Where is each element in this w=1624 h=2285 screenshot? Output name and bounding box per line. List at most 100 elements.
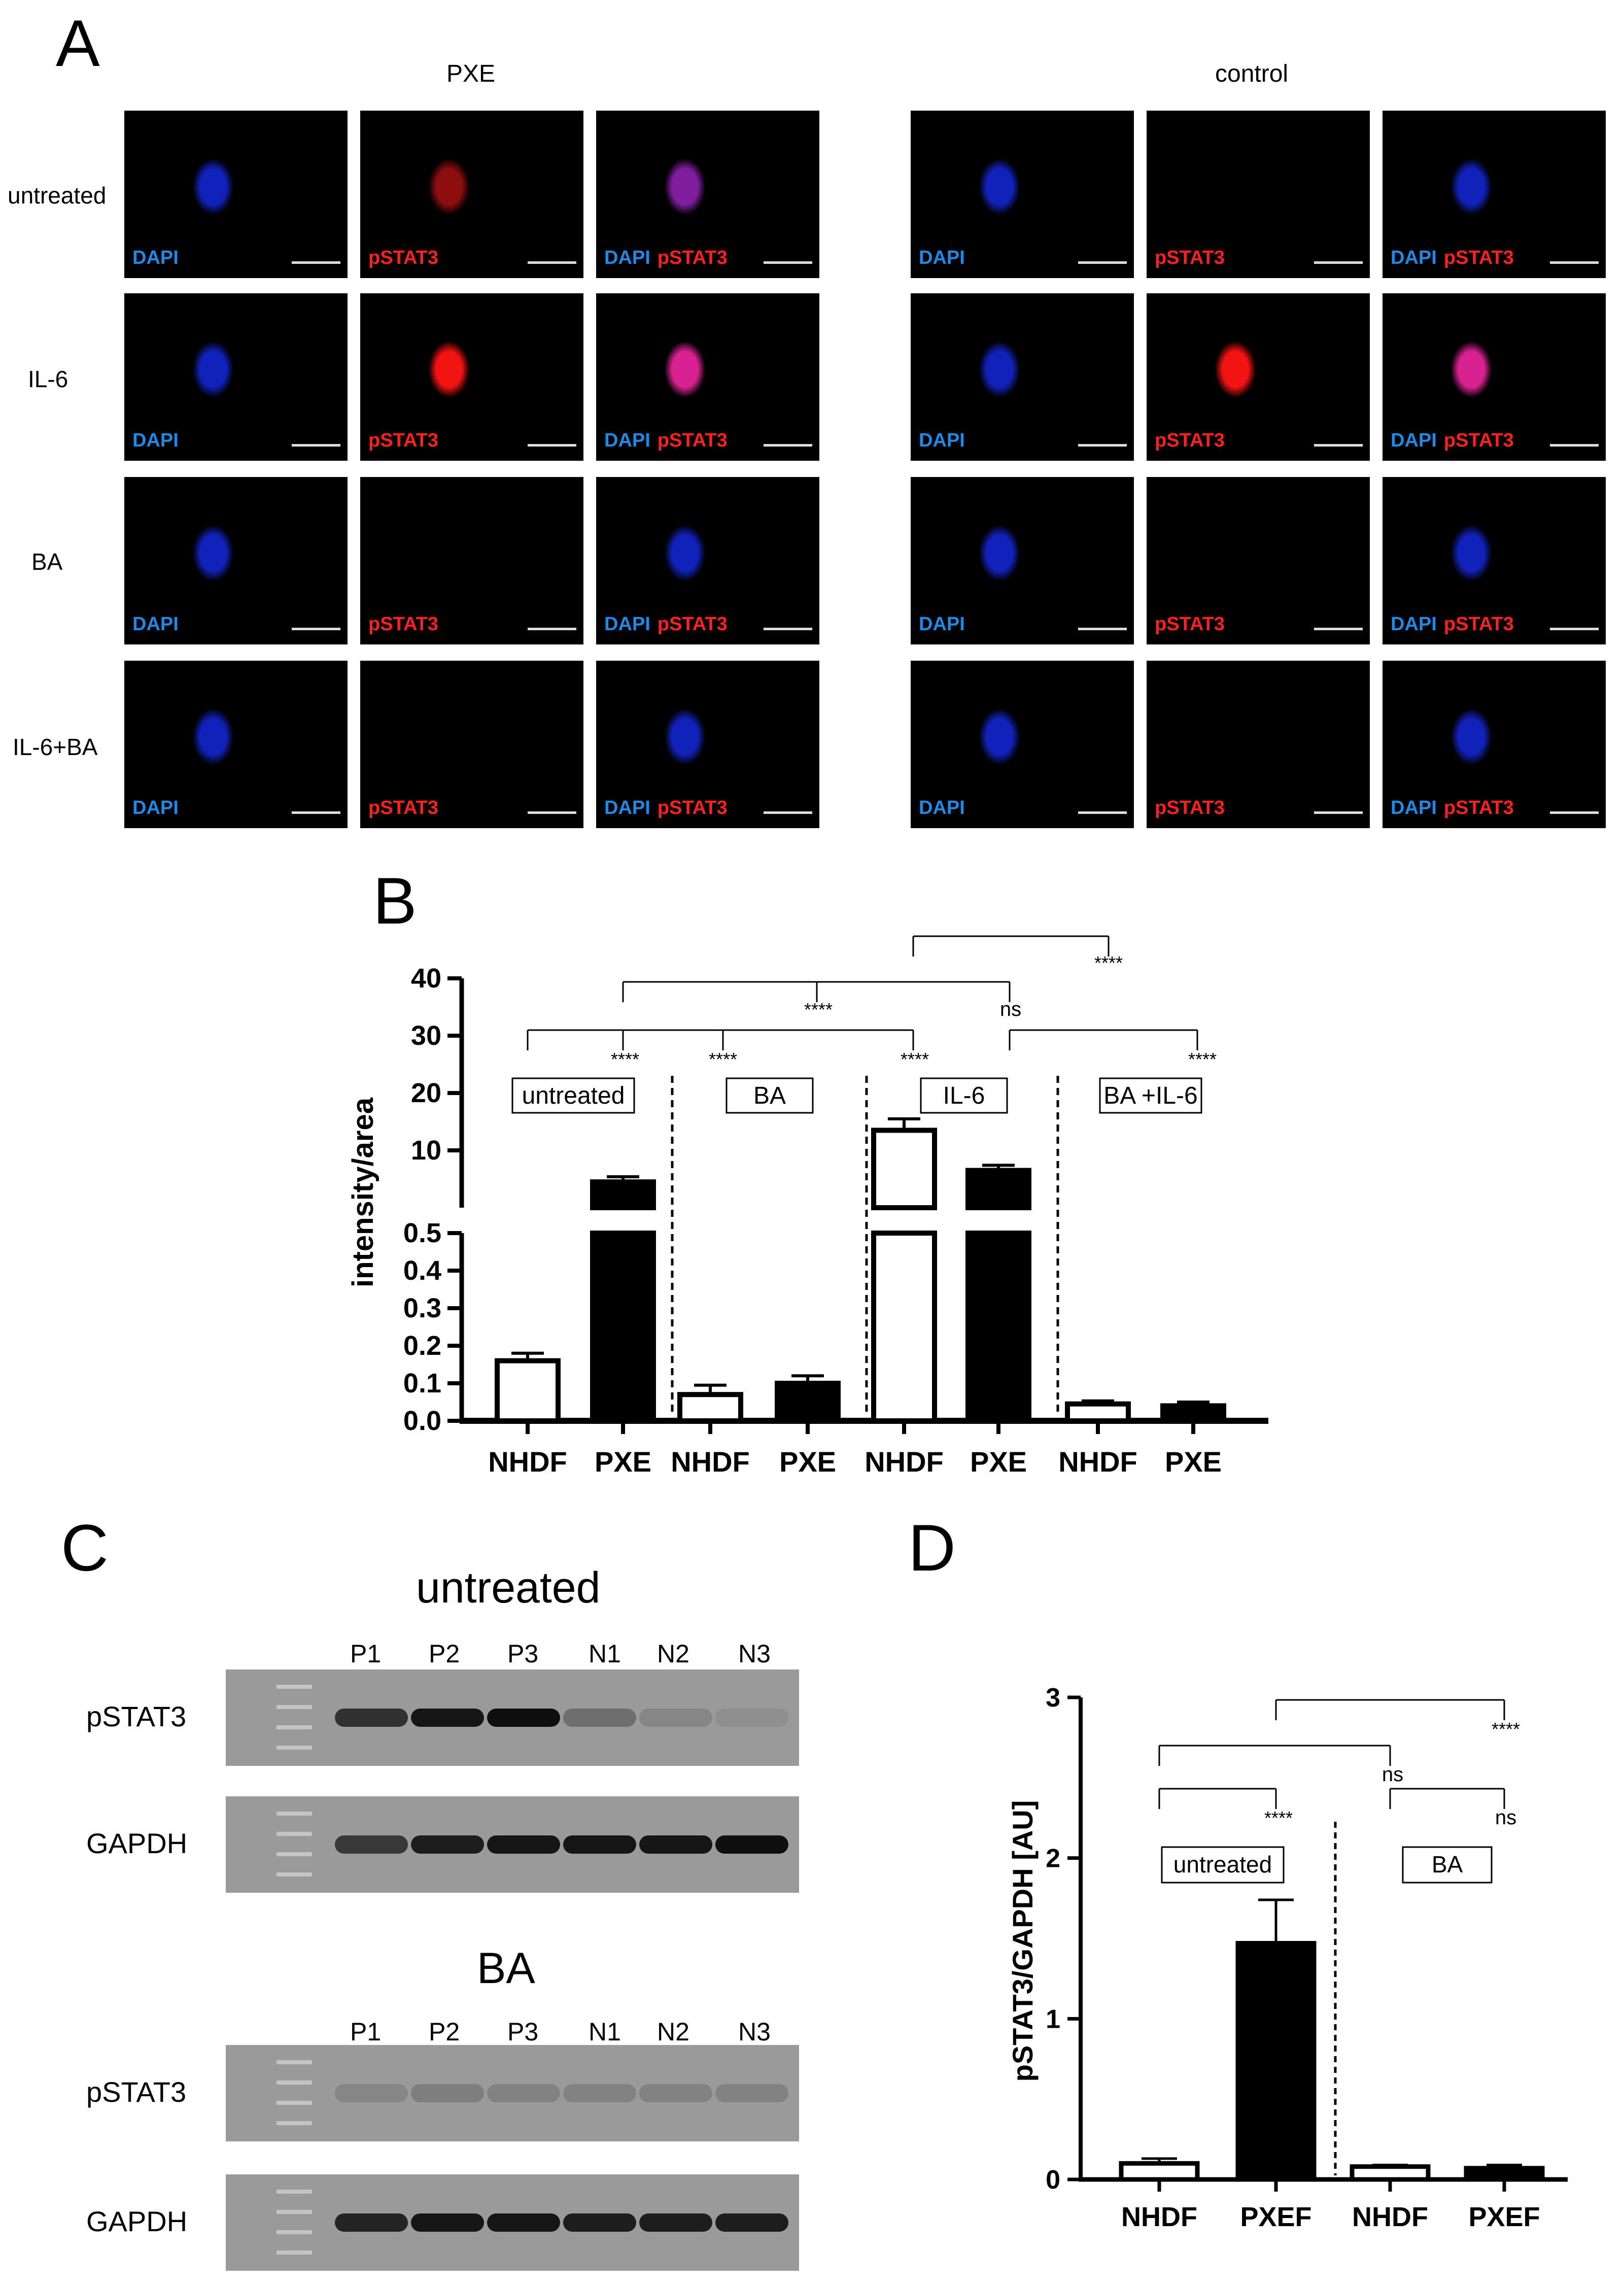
sig-star: ****	[709, 1049, 737, 1070]
blot-band	[335, 1709, 408, 1727]
legend-box-label: untreated	[1173, 1851, 1272, 1878]
x-tick-label: PXE	[595, 1446, 651, 1478]
blot-band	[563, 2213, 636, 2232]
blot-band	[715, 2084, 788, 2102]
blot-band	[411, 2213, 484, 2232]
panel-d-letter: D	[908, 1511, 956, 1585]
nucleus	[1451, 709, 1492, 765]
sig-star: ****	[901, 1049, 929, 1070]
channel-label-pstat3: pSTAT3	[1443, 797, 1514, 818]
channel-label-pstat3: pSTAT3	[657, 430, 728, 451]
blot-row-label: GAPDH	[86, 2205, 188, 2237]
nucleus	[1215, 342, 1256, 397]
nucleus	[979, 159, 1020, 215]
blot-band	[715, 1709, 788, 1727]
micrograph-pxe-3-dapi: DAPI	[124, 661, 348, 828]
channel-label: DAPI	[919, 797, 965, 819]
channel-label-pstat3: pSTAT3	[1155, 430, 1225, 451]
micrograph-control-3-pstat3: pSTAT3	[1147, 661, 1370, 828]
lane-label: N2	[657, 2018, 689, 2046]
x-tick-label: NHDF	[671, 1446, 750, 1478]
channel-label-pstat3: pSTAT3	[368, 613, 438, 635]
micrograph-pxe-0-merge: DAPI pSTAT3	[596, 111, 819, 278]
micrograph-control-3-merge: DAPI pSTAT3	[1383, 661, 1606, 828]
scale-bar	[1078, 811, 1127, 814]
bar	[1119, 2161, 1200, 2182]
channel-label-pstat3: pSTAT3	[368, 430, 438, 451]
nucleus	[193, 525, 233, 581]
channel-label: pSTAT3	[368, 797, 438, 819]
blot-title: untreated	[416, 1563, 601, 1612]
legend-box-label: BA	[753, 1082, 786, 1109]
legend-box	[725, 1077, 814, 1114]
scale-bar	[1550, 261, 1599, 264]
channel-label-dapi: DAPI	[132, 430, 179, 451]
ladder	[277, 2060, 312, 2126]
scale-bar	[528, 444, 576, 447]
channel-label-dapi: DAPI	[1391, 613, 1437, 635]
x-tick-label: NHDF	[1121, 2202, 1197, 2232]
y-tick-label: 0	[1046, 2165, 1060, 2195]
channel-label: pSTAT3	[1155, 430, 1225, 452]
micrograph-pxe-1-merge: DAPI pSTAT3	[596, 293, 819, 461]
channel-label: DAPI pSTAT3	[1391, 430, 1514, 452]
nucleus	[429, 342, 469, 397]
ladder	[277, 1685, 312, 1751]
bar-lower	[590, 1231, 656, 1423]
x-tick-label: PXE	[1165, 1446, 1222, 1478]
nucleus	[979, 525, 1020, 581]
scale-bar	[292, 444, 340, 447]
scale-bar	[1314, 628, 1363, 630]
lane-label: N1	[589, 2018, 621, 2046]
sig-star: ****	[1188, 1049, 1217, 1070]
blot-row-label: pSTAT3	[86, 2076, 187, 2108]
scale-bar	[528, 811, 576, 814]
panel-a-letter: A	[56, 6, 100, 80]
sig-ns: ns	[1000, 998, 1021, 1020]
sig-star: ****	[1264, 1807, 1293, 1828]
ladder	[277, 2190, 312, 2256]
legend-box-label: IL-6	[943, 1082, 985, 1109]
sig-star: ****	[1094, 952, 1123, 973]
sig-star: ****	[804, 999, 833, 1020]
micrograph-control-1-dapi: DAPI	[911, 293, 1134, 461]
channel-label: pSTAT3	[1155, 797, 1225, 819]
channel-label-pstat3: pSTAT3	[368, 797, 438, 818]
channel-label: pSTAT3	[368, 613, 438, 635]
scale-bar	[528, 628, 576, 630]
channel-label-dapi: DAPI	[919, 430, 965, 451]
scale-bar	[1550, 628, 1599, 630]
micrograph-pxe-2-pstat3: pSTAT3	[360, 477, 583, 644]
sig-ns: ns	[1495, 1806, 1516, 1829]
scale-bar	[1550, 444, 1599, 447]
blot-band	[335, 1835, 408, 1854]
micrograph-pxe-0-pstat3: pSTAT3	[360, 111, 583, 278]
micrograph-control-0-pstat3: pSTAT3	[1147, 111, 1370, 278]
channel-label-pstat3: pSTAT3	[368, 247, 438, 268]
ladder	[277, 1812, 312, 1878]
scale-bar	[764, 261, 812, 264]
channel-label-pstat3: pSTAT3	[1155, 247, 1225, 268]
blot-band	[487, 1709, 560, 1727]
scale-bar	[1078, 444, 1127, 447]
sig-ns: ns	[1382, 1763, 1403, 1786]
blot-band	[639, 1835, 712, 1854]
y-tick-label: 0.0	[403, 1406, 441, 1436]
channel-label-pstat3: pSTAT3	[1155, 613, 1225, 635]
channel-label: pSTAT3	[368, 247, 438, 269]
scale-bar	[764, 628, 812, 630]
blot-band	[563, 1709, 636, 1727]
channel-label-pstat3: pSTAT3	[657, 797, 728, 818]
channel-label-pstat3: pSTAT3	[657, 613, 728, 635]
channel-label: DAPI pSTAT3	[1391, 797, 1514, 819]
group-title-control: control	[1215, 60, 1289, 87]
blot-band	[487, 2084, 560, 2102]
scale-bar	[292, 628, 340, 630]
y-tick-label: 0.3	[403, 1293, 441, 1323]
scale-bar	[292, 261, 340, 264]
legend-box	[511, 1077, 635, 1114]
channel-label: DAPI	[132, 430, 179, 452]
lane-label: N3	[738, 1640, 771, 1668]
channel-label-dapi: DAPI	[919, 797, 965, 818]
y-tick-label: 10	[411, 1135, 441, 1166]
